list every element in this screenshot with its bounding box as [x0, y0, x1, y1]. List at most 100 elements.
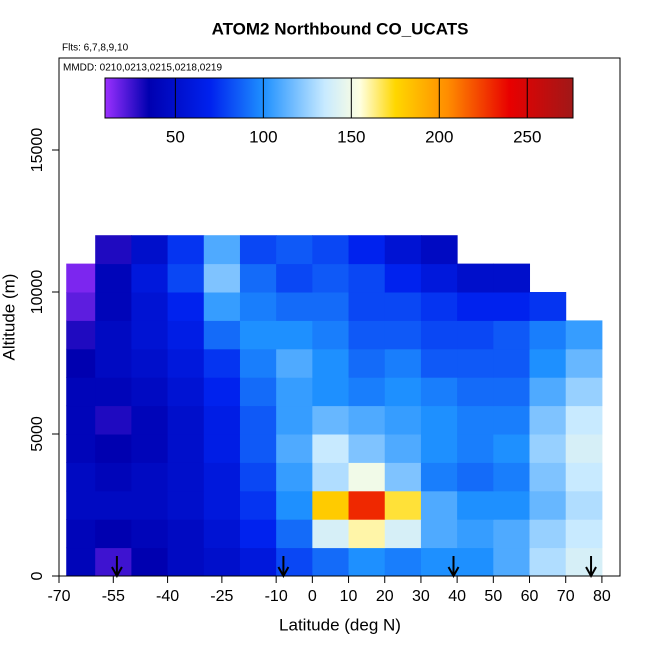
heat-cell — [529, 462, 567, 492]
heat-cell — [66, 519, 96, 549]
heat-cell — [384, 348, 422, 378]
heat-cell — [95, 405, 132, 435]
heat-cell — [348, 490, 386, 520]
heat-cell — [66, 292, 96, 321]
heat-cell — [529, 320, 567, 350]
heat-cell — [312, 292, 350, 321]
heat-cell — [565, 320, 603, 350]
heat-cell — [95, 235, 132, 265]
heat-cell — [312, 320, 350, 350]
heat-cell — [167, 377, 205, 407]
heat-cell — [348, 377, 386, 407]
heat-cell — [239, 263, 277, 293]
heat-cell — [420, 320, 458, 350]
x-tick-label: -40 — [156, 588, 179, 605]
heat-cell — [493, 434, 531, 463]
heat-cell — [95, 348, 132, 378]
heat-cell — [203, 490, 241, 520]
heat-cell — [457, 348, 494, 378]
heat-cell — [276, 519, 313, 549]
heat-cell — [203, 263, 241, 293]
heat-cell — [457, 263, 494, 293]
heat-cell — [312, 490, 350, 520]
colorbar — [104, 77, 574, 119]
heat-cell — [95, 490, 132, 520]
heat-cell — [493, 405, 531, 435]
heat-cell — [348, 292, 386, 321]
heat-cell — [348, 519, 386, 549]
colorbar-tick-label: 150 — [337, 127, 365, 146]
heat-cell — [276, 320, 313, 350]
heat-cell — [239, 434, 277, 463]
x-tick-label: -25 — [210, 588, 233, 605]
heat-cell — [457, 547, 494, 577]
heat-cell — [66, 377, 96, 407]
heat-cell — [348, 434, 386, 463]
heat-cell — [131, 235, 169, 265]
heat-cell — [131, 490, 169, 520]
heat-cell — [276, 405, 313, 435]
heat-cell — [384, 462, 422, 492]
heat-cell — [312, 405, 350, 435]
heat-cell — [420, 348, 458, 378]
heat-cell — [312, 235, 350, 265]
heat-cell — [167, 320, 205, 350]
heat-cell — [348, 320, 386, 350]
x-tick-label: 80 — [593, 588, 611, 605]
y-tick-label: 15000 — [29, 128, 46, 173]
heat-cell — [420, 292, 458, 321]
heat-cell — [203, 462, 241, 492]
heat-cell — [384, 320, 422, 350]
heat-cell — [66, 490, 96, 520]
heat-cell — [95, 292, 132, 321]
heat-cell — [420, 263, 458, 293]
heat-cell — [167, 519, 205, 549]
heat-cell — [565, 405, 603, 435]
heat-cell — [203, 377, 241, 407]
x-tick-label: 40 — [448, 588, 466, 605]
heat-cell — [348, 405, 386, 435]
heat-cell — [131, 320, 169, 350]
x-tick-label: -55 — [102, 588, 125, 605]
x-tick-label: -10 — [265, 588, 288, 605]
heat-cell — [203, 348, 241, 378]
heat-cell — [457, 462, 494, 492]
chart-title: ATOM2 Northbound CO_UCATS — [212, 19, 469, 38]
heat-cell — [203, 320, 241, 350]
heat-cell — [66, 320, 96, 350]
heat-cell — [239, 320, 277, 350]
heat-cell — [457, 405, 494, 435]
heat-cell — [276, 348, 313, 378]
heat-cell — [493, 263, 531, 293]
heat-cell — [529, 348, 567, 378]
y-axis-label: Altitude (m) — [0, 274, 18, 361]
heat-cell — [312, 462, 350, 492]
x-tick-label: 30 — [412, 588, 430, 605]
heat-cell — [384, 235, 422, 265]
heat-cell — [565, 462, 603, 492]
heat-cell — [203, 519, 241, 549]
heat-cell — [131, 348, 169, 378]
subtitle: Flts: 6,7,8,9,10 — [62, 43, 129, 54]
heat-cell — [384, 490, 422, 520]
heat-cell — [493, 462, 531, 492]
heat-cell — [565, 519, 603, 549]
heat-cell — [66, 348, 96, 378]
heat-cell — [167, 434, 205, 463]
heat-cell — [239, 519, 277, 549]
heat-cell — [565, 490, 603, 520]
y-tick-label: 0 — [29, 571, 46, 580]
heat-cell — [239, 547, 277, 577]
plot-frame — [58, 57, 621, 577]
heat-cell — [95, 462, 132, 492]
heat-cell — [312, 348, 350, 378]
heat-cell — [95, 263, 132, 293]
heat-cell — [529, 490, 567, 520]
y-tick-label: 5000 — [29, 416, 46, 452]
heat-cell — [167, 547, 205, 577]
heat-cell — [239, 235, 277, 265]
heat-cell — [384, 434, 422, 463]
heat-cell — [239, 405, 277, 435]
heat-cell — [457, 519, 494, 549]
